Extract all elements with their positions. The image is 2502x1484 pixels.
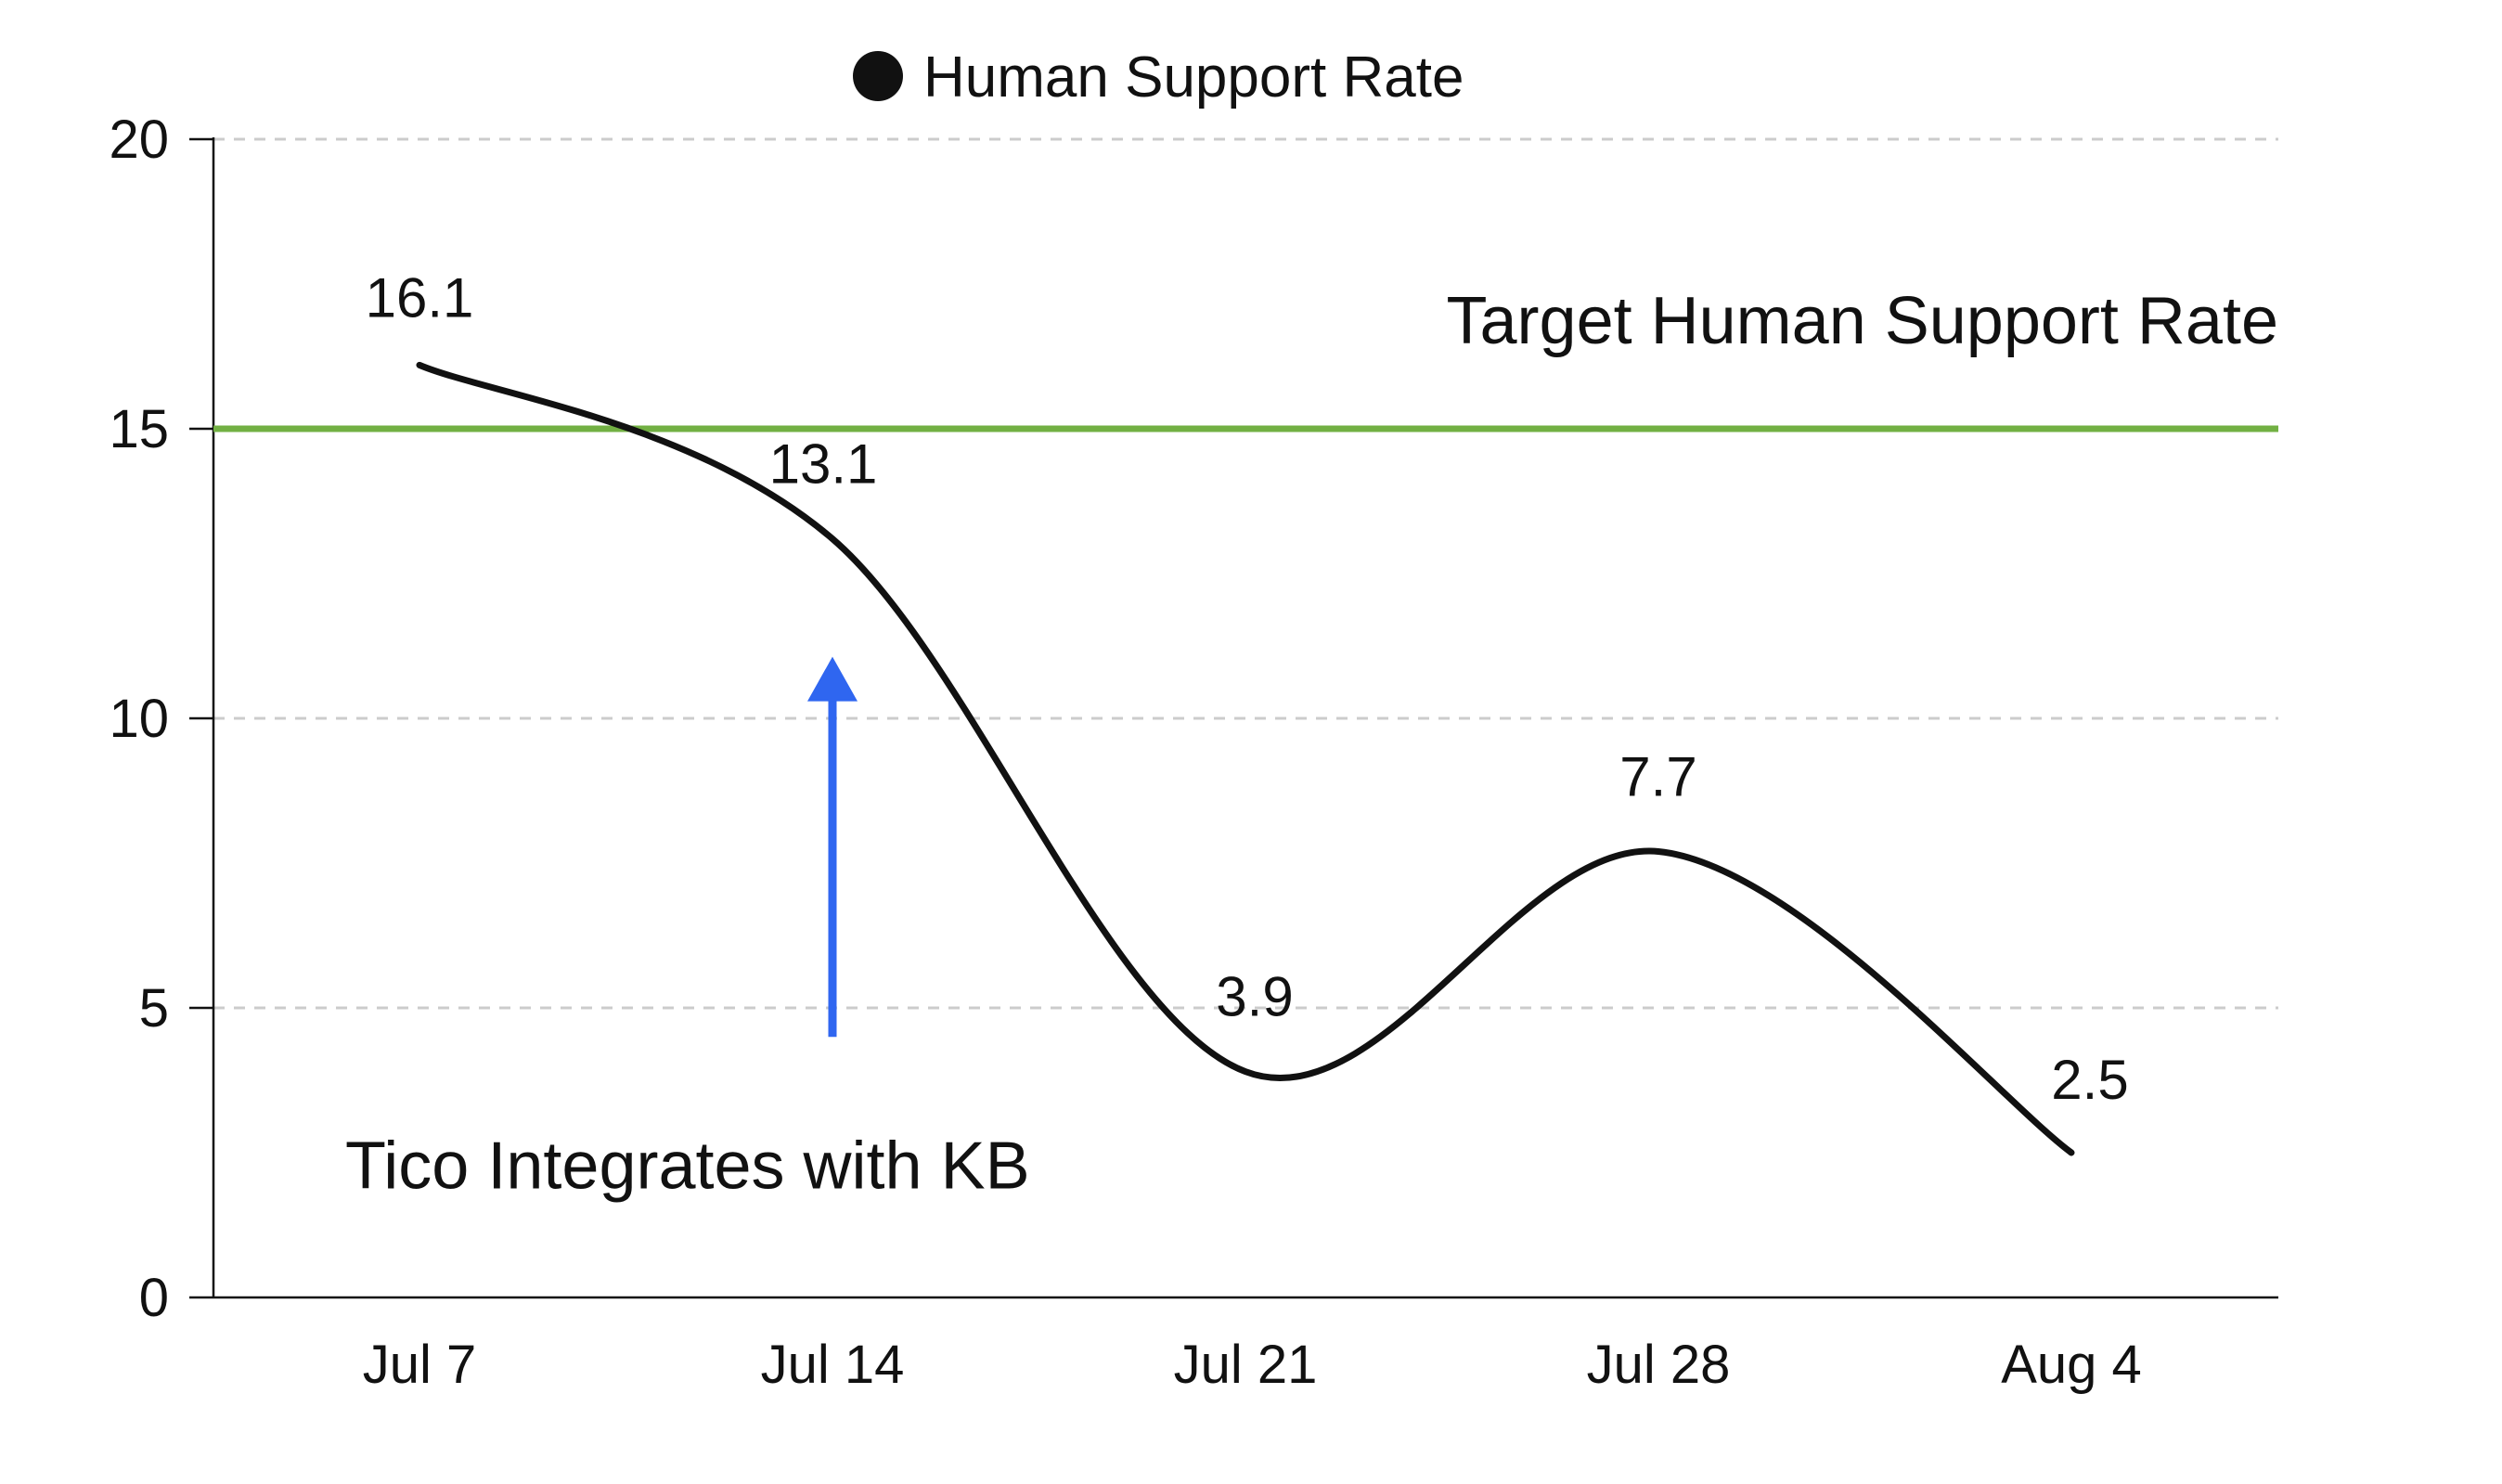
data-labels: 16.1 13.1 3.9 7.7 2.5	[366, 266, 2129, 1111]
y-tick-label: 20	[109, 110, 169, 170]
annotation-arrow-head-icon	[807, 656, 858, 702]
legend-marker-icon	[853, 51, 903, 101]
legend: Human Support Rate	[853, 45, 1464, 110]
data-label: 7.7	[1619, 746, 1696, 808]
data-label: 2.5	[2051, 1049, 2128, 1111]
human-support-rate-line	[416, 361, 2075, 1156]
series-group	[416, 361, 2075, 1156]
annotation-group: Tico Integrates with KB	[345, 656, 1030, 1204]
data-label: 13.1	[769, 433, 878, 496]
x-tick-label: Aug 4	[2001, 1335, 2142, 1395]
annotation-text: Tico Integrates with KB	[345, 1129, 1030, 1204]
target-reference-label: Target Human Support Rate	[1447, 284, 2278, 358]
y-tick-label: 0	[139, 1268, 169, 1328]
data-label: 16.1	[366, 266, 474, 329]
y-tick-label: 5	[139, 978, 169, 1039]
grid-lines	[213, 137, 2278, 1010]
x-tick-label: Jul 28	[1587, 1335, 1731, 1395]
x-tick-label: Jul 14	[761, 1335, 905, 1395]
reference-line-group: Target Human Support Rate	[213, 284, 2278, 432]
y-tick-label: 15	[109, 399, 169, 459]
data-label: 3.9	[1216, 966, 1293, 1028]
x-tick-label: Jul 21	[1174, 1335, 1318, 1395]
axes: 0 5 10 15 20 Jul 7 Jul 14 Jul 21 Jul 28 Aug 4	[109, 110, 2278, 1395]
y-tick-label: 10	[109, 689, 169, 749]
legend-label: Human Support Rate	[923, 45, 1464, 110]
x-tick-label: Jul 7	[363, 1335, 477, 1395]
